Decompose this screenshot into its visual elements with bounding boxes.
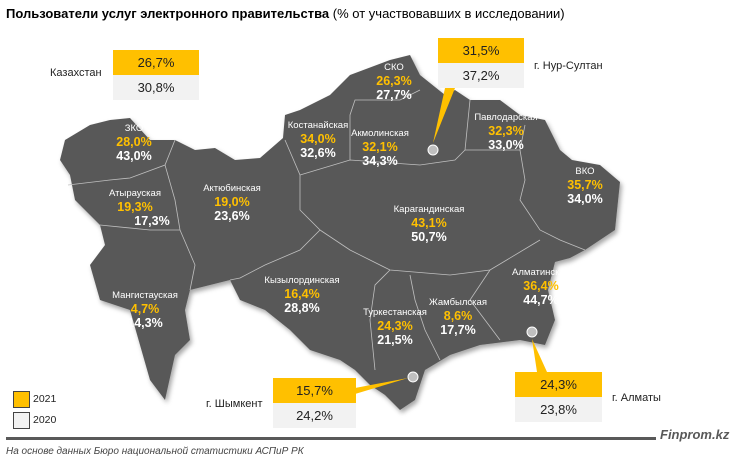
legend-swatch-2020 xyxy=(13,412,30,429)
nursultan-pointer xyxy=(433,88,455,143)
region-mangistau: Мангистауская 4,7% 14,3% xyxy=(112,290,178,331)
nursultan-label: г. Нур-Султан xyxy=(534,60,603,72)
page-title: Пользователи услуг электронного правител… xyxy=(6,6,565,21)
almaty-pointer xyxy=(532,339,547,372)
kazakhstan-values: 26,7% 30,8% xyxy=(113,50,199,100)
nursultan-values: 31,5% 37,2% xyxy=(438,38,524,88)
region-vko: ВКО 35,7% 34,0% xyxy=(567,166,603,207)
region-kostanay: Костанайская 34,0% 32,6% xyxy=(287,120,349,161)
region-sko: СКО 26,3% 27,7% xyxy=(376,62,412,103)
shymkent-values: 15,7% 24,2% xyxy=(273,378,356,428)
region-almaty: Алматинская 36,4% 44,7% xyxy=(512,267,570,308)
legend-label-2020: 2020 xyxy=(33,414,57,426)
almaty-label: г. Алматы xyxy=(612,392,661,404)
region-zko: ЗКО 28,0% 43,0% xyxy=(116,123,152,164)
legend-label-2021: 2021 xyxy=(33,393,57,405)
region-kyzylorda: Кызылординская 16,4% 28,8% xyxy=(264,275,340,316)
shymkent-label: г. Шымкент xyxy=(206,398,263,410)
region-karaganda: Карагандинская 43,1% 50,7% xyxy=(393,204,465,245)
kazakhstan-label: Казахстан xyxy=(50,67,102,79)
nursultan-marker xyxy=(427,144,439,156)
almaty-marker xyxy=(526,326,538,338)
region-aktobe: Актюбинская 19,0% 23,6% xyxy=(203,183,261,224)
region-pavlodar: Павлодарская 32,3% 33,0% xyxy=(474,112,538,153)
source-note: На основе данных Бюро национальной стати… xyxy=(6,446,304,457)
brand-logo: Finprom.kz xyxy=(660,427,730,442)
region-zhambyl: Жамбылская 8,6% 17,7% xyxy=(429,297,487,338)
shymkent-marker xyxy=(407,371,419,383)
legend-swatch-2021 xyxy=(13,391,30,408)
region-borders xyxy=(67,89,586,371)
shymkent-pointer xyxy=(355,378,408,394)
region-turkestan: Туркестанская 24,3% 21,5% xyxy=(363,307,427,348)
region-atyrau: Атырауская 19,3% 17,3% xyxy=(109,188,170,229)
footer-divider xyxy=(6,437,656,440)
region-akmola: Акмолинская 32,1% 34,3% xyxy=(351,128,409,169)
almaty-values: 24,3% 23,8% xyxy=(515,372,602,422)
country-outline xyxy=(60,55,620,410)
